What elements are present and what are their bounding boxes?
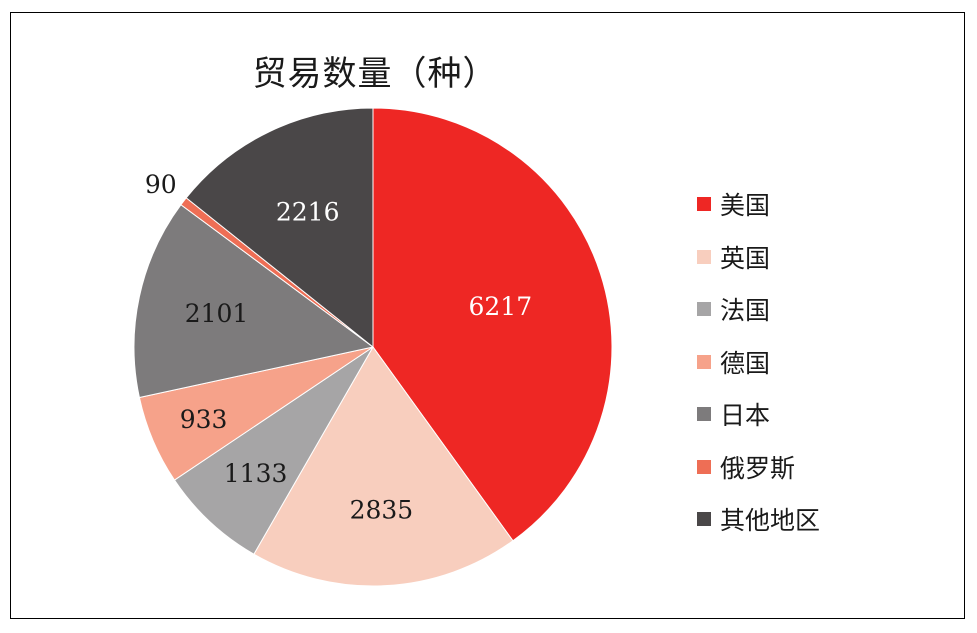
data-label-2: 2835: [350, 495, 414, 524]
legend-item-2: 英国: [697, 231, 820, 284]
legend-item-1: 美国: [697, 178, 820, 231]
legend-label: 其他地区: [720, 506, 821, 536]
data-label-6: 90: [145, 170, 177, 199]
legend-item-7: 其他地区: [697, 493, 820, 546]
legend-item-6: 俄罗斯: [697, 441, 820, 494]
legend-swatch: [697, 459, 711, 474]
legend-label: 法国: [720, 296, 771, 326]
legend-swatch: [697, 249, 711, 264]
legend-swatch: [697, 197, 711, 212]
data-label-7: 2216: [276, 197, 340, 226]
pie-slice-7: [185, 107, 374, 349]
legend-item-4: 德国: [697, 336, 820, 389]
data-label-5: 2101: [185, 299, 249, 328]
legend-label: 美国: [720, 191, 771, 221]
pie-slice-1: [372, 107, 613, 542]
legend-label: 日本: [720, 401, 771, 431]
legend-label: 俄罗斯: [720, 453, 796, 483]
legend-swatch: [697, 407, 711, 422]
data-label-1: 6217: [468, 292, 532, 321]
legend-label: 德国: [720, 348, 771, 378]
data-label-4: 933: [180, 405, 228, 434]
legend-swatch: [697, 302, 711, 317]
legend-item-3: 法国: [697, 283, 820, 336]
pie-slice-3: [173, 346, 374, 555]
chart-title: 贸易数量（种）: [252, 54, 498, 94]
legend-swatch: [697, 512, 711, 527]
data-label-3: 1133: [224, 459, 288, 488]
legend-label: 英国: [720, 243, 771, 273]
legend-item-5: 日本: [697, 388, 820, 441]
legend: 美国英国法国德国日本俄罗斯其他地区: [697, 178, 820, 546]
pie-slice-5: [133, 204, 375, 399]
pie-slice-2: [253, 346, 514, 587]
legend-swatch: [697, 354, 711, 369]
